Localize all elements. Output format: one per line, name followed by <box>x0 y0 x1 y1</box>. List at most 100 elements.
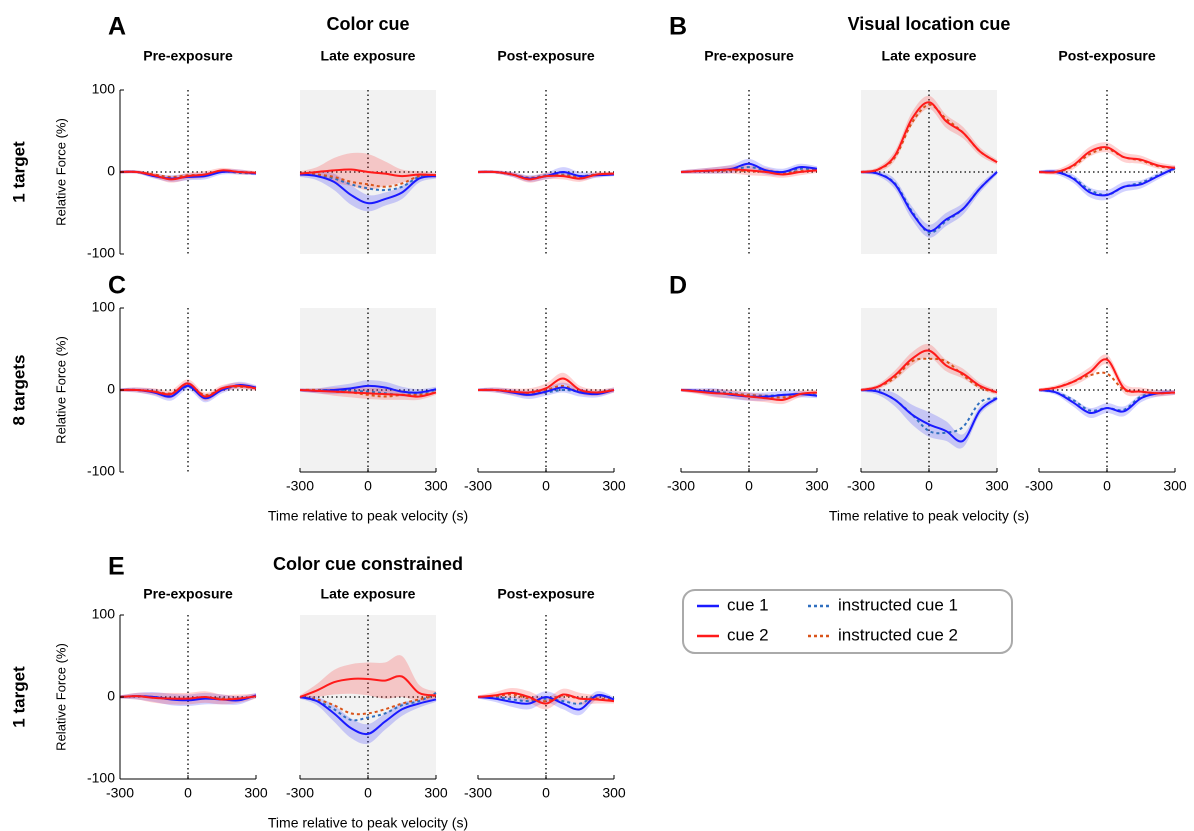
series-line <box>477 694 615 705</box>
legend-label: cue 2 <box>727 625 769 644</box>
subplot-title: Pre-exposure <box>143 48 233 64</box>
series-line <box>119 382 257 398</box>
x-tick-label: -300 <box>286 785 314 801</box>
series-line <box>299 172 437 188</box>
x-tick-label: 300 <box>1163 478 1187 494</box>
x-tick-label: 300 <box>805 478 829 494</box>
x-tick-label: -300 <box>464 785 492 801</box>
x-axis-label: Time relative to peak velocity (s) <box>268 815 468 831</box>
y-axis-label: Relative Force (%) <box>53 336 68 444</box>
subplot-title: Late exposure <box>321 586 416 602</box>
y-tick-label: 100 <box>92 299 116 315</box>
series-line <box>477 170 615 181</box>
y-tick-label: -100 <box>87 245 115 261</box>
panel-label: B <box>669 13 687 41</box>
panel-label: D <box>669 272 687 300</box>
subplot-title: Late exposure <box>882 48 977 64</box>
x-tick-label: -300 <box>1025 478 1053 494</box>
panel: Late exposure Color cue <box>299 14 437 254</box>
error-band <box>120 381 256 403</box>
group-title: Color cue constrained <box>273 554 463 574</box>
row-label: 1 target <box>9 666 28 728</box>
y-tick-label: 100 <box>92 606 116 622</box>
panel-label: E <box>108 553 125 581</box>
x-axis-label: Time relative to peak velocity (s) <box>829 508 1029 524</box>
panel-label: C <box>108 272 126 300</box>
y-tick-label: 0 <box>107 163 115 179</box>
panel: Late exposure Visual location cue <box>848 14 1011 254</box>
x-tick-label: 0 <box>364 478 372 494</box>
error-band <box>861 343 997 395</box>
series-line <box>299 675 437 698</box>
subplot-title: Post-exposure <box>1058 48 1155 64</box>
series-line <box>299 168 437 178</box>
series-line <box>299 696 437 736</box>
legend-label: instructed cue 1 <box>838 595 958 614</box>
panel: -100 0 100 Pre-exposure A Relative Force (%) 1… <box>9 13 257 261</box>
panel: -300 0 300 <box>464 308 626 494</box>
error-band <box>300 695 436 745</box>
error-band <box>861 169 997 238</box>
legend-box <box>682 589 1013 654</box>
series-line <box>680 168 818 176</box>
series-line <box>119 695 257 701</box>
x-tick-label: -300 <box>464 478 492 494</box>
y-tick-label: 100 <box>92 81 116 97</box>
x-axis-label: Time relative to peak velocity (s) <box>268 508 468 524</box>
y-tick-label: 0 <box>107 688 115 704</box>
y-tick-label: -100 <box>87 770 115 786</box>
series-line <box>860 171 998 233</box>
y-axis-label: Relative Force (%) <box>53 118 68 226</box>
legend: cue 1 cue 2 instructed cue 1 instructed cue… <box>682 589 1013 654</box>
series-line <box>680 166 818 174</box>
x-tick-label: 0 <box>745 478 753 494</box>
error-band <box>1039 388 1175 419</box>
panel-label: A <box>108 13 126 41</box>
subplot-title: Pre-exposure <box>143 586 233 602</box>
series-line <box>119 169 257 181</box>
x-tick-label: 300 <box>985 478 1009 494</box>
panel: -300 0 300 D <box>667 272 829 494</box>
x-tick-label: 0 <box>542 785 550 801</box>
series-line <box>299 173 437 205</box>
x-tick-label: 0 <box>184 785 192 801</box>
series-line <box>1038 146 1176 174</box>
panel: -300 0 300 Late exposure Color cue constrain… <box>268 554 468 831</box>
row-label: 8 targets <box>9 355 28 426</box>
series-line <box>299 389 437 398</box>
x-tick-label: 300 <box>424 785 448 801</box>
y-tick-label: 0 <box>107 381 115 397</box>
panel: -300 0 300 <box>1025 308 1187 494</box>
panel: -300 0 300 Time relative to peak velocity (… <box>268 308 468 524</box>
series-line <box>300 388 437 396</box>
series-line <box>860 389 998 443</box>
x-tick-label: 0 <box>925 478 933 494</box>
x-tick-label: -300 <box>847 478 875 494</box>
series-line <box>860 389 998 435</box>
subplot-title: Late exposure <box>321 48 416 64</box>
subplot-title: Post-exposure <box>497 48 594 64</box>
row-label: 1 target <box>9 141 28 203</box>
subplot-title: Post-exposure <box>497 586 594 602</box>
x-tick-label: 0 <box>1103 478 1111 494</box>
x-tick-label: -300 <box>286 478 314 494</box>
series-line <box>299 388 437 398</box>
x-tick-label: 0 <box>542 478 550 494</box>
x-tick-label: -300 <box>667 478 695 494</box>
x-tick-label: 300 <box>424 478 448 494</box>
legend-label: cue 1 <box>727 595 769 614</box>
legend-label: instructed cue 2 <box>838 625 958 644</box>
series-line <box>477 377 615 394</box>
group-title: Visual location cue <box>848 14 1011 34</box>
x-tick-label: 300 <box>244 785 268 801</box>
series-line <box>860 349 998 394</box>
series-line <box>860 357 998 394</box>
x-tick-label: 300 <box>602 478 626 494</box>
series-line <box>1038 389 1176 415</box>
panel: Post-exposure <box>477 48 615 254</box>
y-axis-label: Relative Force (%) <box>53 643 68 751</box>
x-tick-label: 0 <box>364 785 372 801</box>
panel: Pre-exposure B <box>669 13 818 254</box>
panel: -300 0 300 Post-exposure <box>464 586 626 801</box>
